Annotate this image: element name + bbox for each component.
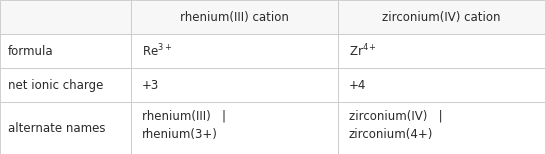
Bar bbox=[0, 68, 131, 102]
Text: Zr$^{4+}$: Zr$^{4+}$ bbox=[349, 43, 377, 59]
Text: zirconium(IV)   |
zirconium(4+): zirconium(IV) | zirconium(4+) bbox=[349, 110, 443, 141]
Text: alternate names: alternate names bbox=[8, 122, 106, 135]
Text: zirconium(IV) cation: zirconium(IV) cation bbox=[382, 10, 501, 24]
Bar bbox=[338, 102, 545, 154]
Text: +3: +3 bbox=[142, 79, 159, 92]
Bar bbox=[0, 34, 131, 68]
Text: +4: +4 bbox=[349, 79, 366, 92]
Text: rhenium(III)   |
rhenium(3+): rhenium(III) | rhenium(3+) bbox=[142, 110, 226, 141]
Bar bbox=[338, 34, 545, 68]
Text: net ionic charge: net ionic charge bbox=[8, 79, 104, 92]
Bar bbox=[338, 68, 545, 102]
Bar bbox=[131, 0, 338, 34]
Bar bbox=[338, 0, 545, 34]
Text: formula: formula bbox=[8, 45, 54, 58]
Bar bbox=[131, 102, 338, 154]
Text: Re$^{3+}$: Re$^{3+}$ bbox=[142, 43, 172, 59]
Bar bbox=[131, 34, 338, 68]
Bar bbox=[0, 102, 131, 154]
Text: rhenium(III) cation: rhenium(III) cation bbox=[180, 10, 289, 24]
Bar bbox=[131, 68, 338, 102]
Bar bbox=[0, 0, 131, 34]
